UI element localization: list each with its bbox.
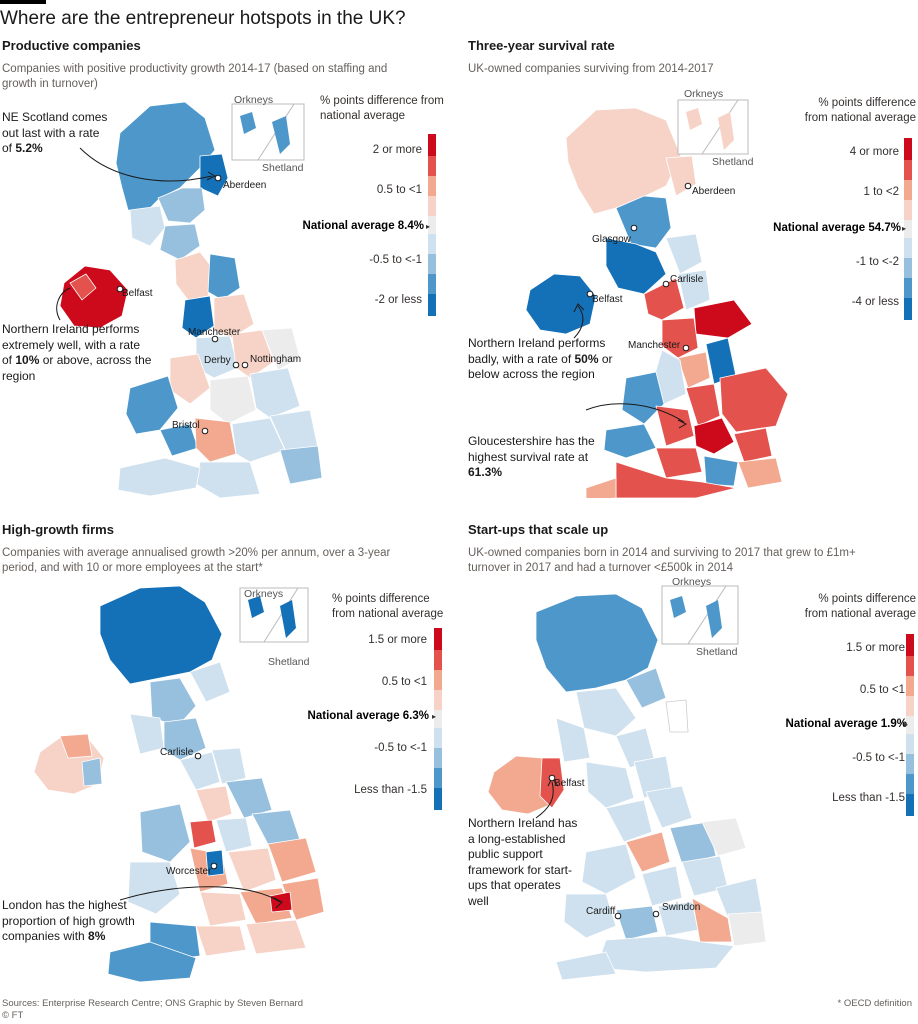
city-label: Belfast: [122, 288, 153, 299]
footer-note: * OECD definition: [837, 998, 912, 1009]
legend-label-lower: -0.5 to <-1: [374, 742, 427, 754]
city-label: Aberdeen: [223, 180, 266, 191]
panel-start-ups-scale-up: Start-ups that scale up UK-owned compani…: [466, 522, 918, 1002]
legend-colour-bar: [904, 138, 912, 320]
legend-national-average: National average 8.4%: [302, 220, 424, 232]
legend-label-top: 4 or more: [849, 146, 899, 158]
panel-subtitle: Companies with average annualised growth…: [2, 547, 391, 574]
city-label: Bristol: [172, 420, 200, 431]
panel-title: Productive companies: [2, 38, 141, 53]
inset-label-orkneys: Orkneys: [684, 88, 724, 100]
legend-colour-bar: [906, 634, 914, 816]
panel-title: Start-ups that scale up: [468, 522, 609, 537]
annotation-ne-scotland: NE Scotland comes out last with a rate o…: [2, 110, 108, 155]
panel-three-year-survival: Three-year survival rate UK-owned compan…: [466, 38, 918, 518]
uk-map: Aberdeen Glasgow Carlisle Belfast Manche…: [525, 99, 789, 498]
legend-label-upper: 0.5 to <1: [859, 684, 905, 696]
city-label: Glasgow: [592, 234, 632, 245]
panel-title: High-growth firms: [2, 522, 114, 537]
legend-label-top: 2 or more: [372, 144, 422, 156]
page-title: Where are the entrepreneur hotspots in t…: [0, 8, 406, 29]
uk-map: Carlisle Worcester: [33, 585, 325, 982]
inset-label-shetland: Shetland: [696, 646, 738, 658]
legend-label-bottom: Less than -1.5: [832, 792, 905, 804]
city-label: Carlisle: [670, 274, 704, 285]
legend-heading: % points difference from national averag…: [804, 593, 916, 620]
footer-credit: © FT: [2, 1010, 24, 1021]
legend-colour-bar: [428, 134, 436, 316]
uk-map: Aberdeen Belfast Manchester Derby Nottin…: [56, 101, 323, 498]
inset-label-shetland: Shetland: [712, 156, 754, 168]
annotation-northern-ireland: Northern Ireland performs extremely well…: [2, 322, 152, 383]
legend-label-upper: 1 to <2: [863, 186, 900, 198]
legend-label-lower: -1 to <-2: [855, 256, 899, 268]
legend-label-upper: 0.5 to <1: [376, 184, 422, 196]
annotation-london: London has the highest proportion of hig…: [2, 898, 135, 943]
city-label: Carlisle: [160, 747, 194, 758]
city-label: Aberdeen: [692, 186, 735, 197]
panel-productive-companies: Productive companies Companies with posi…: [0, 38, 459, 518]
city-label: Manchester: [188, 327, 241, 338]
legend-heading: % points difference from national averag…: [320, 95, 444, 122]
city-label: Nottingham: [250, 354, 301, 365]
footer-sources: Sources: Enterprise Research Centre; ONS…: [2, 998, 303, 1009]
inset-label-shetland: Shetland: [262, 162, 304, 174]
city-label: Worcester: [166, 866, 212, 877]
legend-heading: % points difference from national averag…: [804, 97, 916, 124]
panel-subtitle: UK-owned companies born in 2014 and surv…: [468, 547, 856, 574]
inset-label-orkneys: Orkneys: [234, 94, 274, 106]
annotation-northern-ireland: Northern Ireland has a long-established …: [468, 816, 578, 908]
legend-label-lower: -0.5 to <-1: [369, 254, 422, 266]
legend-colour-bar: [434, 628, 442, 810]
city-label: Belfast: [554, 778, 585, 789]
legend-label-upper: 0.5 to <1: [381, 676, 427, 688]
city-label: Manchester: [628, 340, 681, 351]
panel-subtitle: Companies with positive productivity gro…: [2, 63, 388, 90]
legend-label-top: 1.5 or more: [368, 634, 427, 646]
city-label: Derby: [204, 355, 231, 366]
annotation-northern-ireland: Northern Ireland performs badly, with a …: [468, 336, 613, 381]
legend-label-bottom: -2 or less: [374, 294, 422, 306]
legend-national-average: National average 1.9%: [785, 718, 907, 730]
ft-top-bar: [0, 0, 46, 4]
annotation-gloucestershire: Gloucestershire has the highest survival…: [468, 434, 595, 479]
legend-national-average: National average 6.3%: [307, 710, 429, 722]
inset-label-orkneys: Orkneys: [244, 588, 284, 600]
legend-label-lower: -0.5 to <-1: [852, 752, 905, 764]
legend-label-bottom: Less than -1.5: [354, 784, 427, 796]
legend-heading: % points difference from national averag…: [332, 593, 444, 620]
panel-high-growth-firms: High-growth firms Companies with average…: [0, 522, 459, 1002]
uk-map: Belfast Cardiff Swindon: [487, 585, 767, 981]
city-label: Swindon: [662, 902, 700, 913]
legend-label-bottom: -4 or less: [851, 296, 899, 308]
panel-subtitle: UK-owned companies surviving from 2014-2…: [468, 63, 714, 75]
panel-title: Three-year survival rate: [468, 38, 615, 53]
legend-national-average: National average 54.7%: [773, 222, 901, 234]
city-label: Belfast: [592, 294, 623, 305]
legend-label-top: 1.5 or more: [846, 642, 905, 654]
inset-label-shetland: Shetland: [268, 656, 310, 668]
city-label: Cardiff: [586, 906, 615, 917]
inset-label-orkneys: Orkneys: [672, 576, 712, 588]
